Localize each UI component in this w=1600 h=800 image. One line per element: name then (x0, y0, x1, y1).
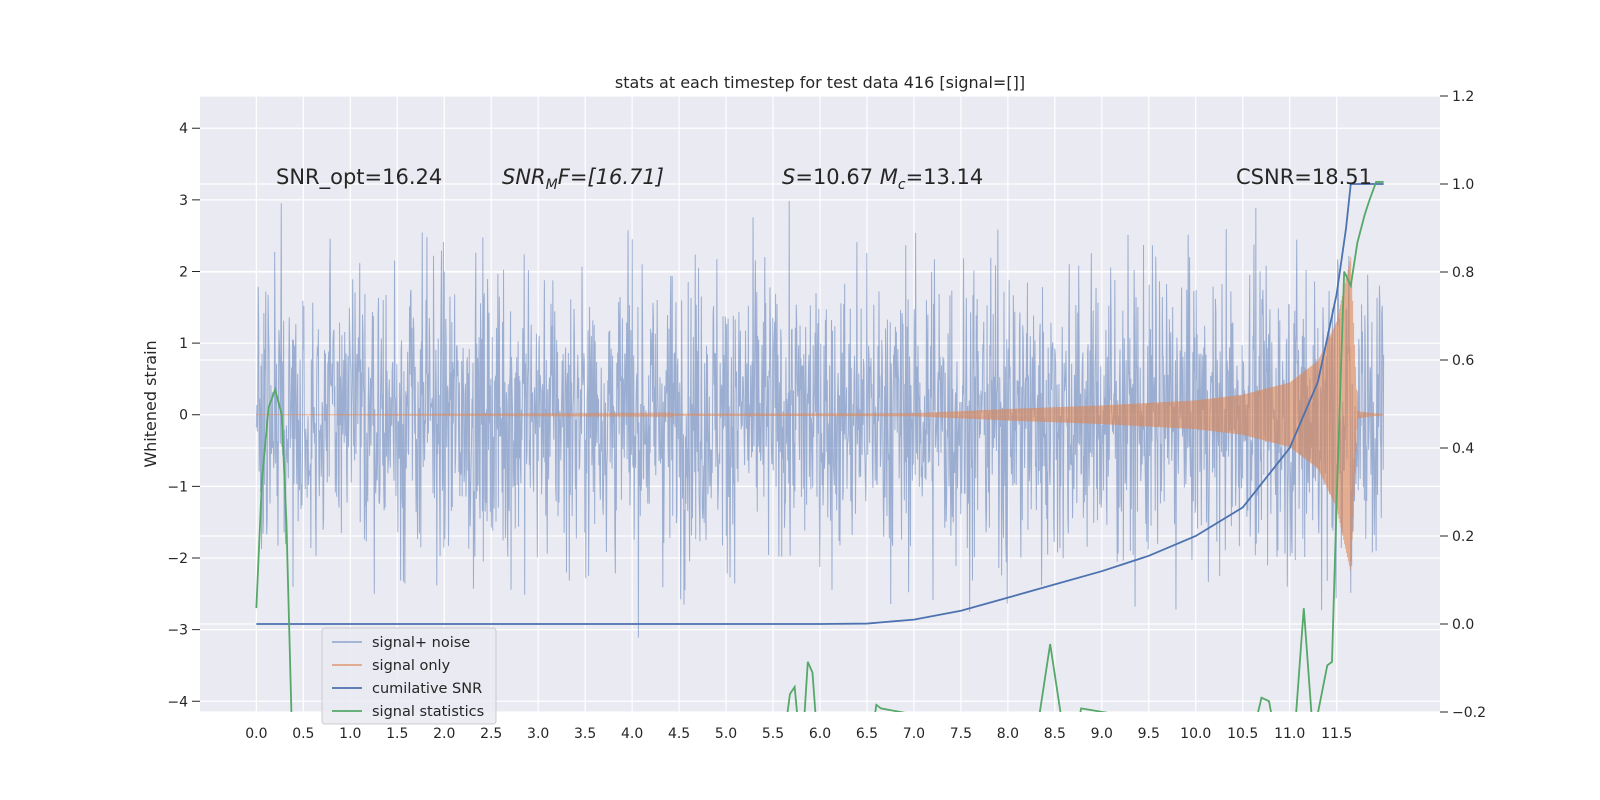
annotation-snr-mf-sub: M (546, 177, 558, 193)
x-tick-label: 11.0 (1274, 726, 1305, 742)
annotation-s-value: =10.67 (795, 165, 879, 189)
y-tick-label: 2 (179, 264, 188, 280)
x-tick-label: 10.0 (1180, 726, 1211, 742)
legend-label: signal only (372, 658, 451, 674)
y2-tick-label: 0.2 (1452, 529, 1474, 545)
x-tick-label: 7.5 (950, 726, 972, 742)
legend-frame (321, 627, 497, 725)
y-axis-left: 4 3 2 1 0 −1 −2 −3 −4 (167, 121, 200, 710)
legend: signal+ noise signal only cumilative SNR si… (321, 627, 497, 725)
series-signal-statistics (255, 181, 1384, 712)
y-axis-right: 1.2 1.0 0.8 0.6 0.4 0.2 0.0 −0.2 (1440, 89, 1486, 721)
y-tick-label: 3 (179, 193, 188, 209)
x-tick-label: 3.0 (527, 726, 549, 742)
legend-label: cumilative SNR (372, 681, 482, 697)
x-tick-label: 5.0 (715, 726, 737, 742)
annotation-s-label: S (782, 165, 795, 189)
legend-label: signal+ noise (372, 635, 470, 651)
x-axis: 0.0 0.5 1.0 1.5 2.0 2.5 3.0 3.5 4.0 4.5 5.0 5.5 6.0 6… (245, 726, 1352, 742)
chart-title: stats at each timestep for test data 416… (615, 73, 1025, 92)
annotation-s-mc: S=10.67 Mc=13.14 (782, 165, 983, 193)
x-tick-label: 11.5 (1321, 726, 1352, 742)
x-tick-label: 4.5 (668, 726, 690, 742)
legend-label: signal statistics (372, 704, 484, 720)
x-tick-label: 9.0 (1091, 726, 1113, 742)
series-signal-noise (255, 200, 1385, 638)
x-tick-label: 1.0 (339, 726, 361, 742)
y2-tick-label: 0.6 (1452, 353, 1474, 369)
annotation-snr-mf-tail: F=[16.71] (558, 165, 664, 189)
annotation-snr-mf: SNRMF=[16.71] (502, 165, 664, 193)
annotation-mc-label: M (880, 165, 898, 189)
y2-tick-label: 0.4 (1452, 441, 1474, 457)
x-tick-label: 0.5 (292, 726, 314, 742)
y-tick-label: 4 (179, 121, 188, 137)
x-tick-label: 7.0 (903, 726, 925, 742)
x-tick-label: 3.5 (574, 726, 596, 742)
y2-tick-label: 1.2 (1452, 89, 1474, 105)
y-axis-label: Whitened strain (141, 340, 160, 467)
x-tick-label: 4.0 (621, 726, 643, 742)
series-cumulative-snr (256, 183, 1384, 625)
y2-tick-label: 0.0 (1452, 617, 1474, 633)
y-tick-label: −3 (167, 623, 188, 639)
x-tick-label: 8.5 (1044, 726, 1066, 742)
x-tick-label: 2.5 (480, 726, 502, 742)
y-tick-label: −1 (167, 479, 188, 495)
annotation-mc-value: =13.14 (906, 165, 984, 189)
y-tick-label: 1 (179, 336, 188, 352)
x-tick-label: 10.5 (1227, 726, 1258, 742)
x-tick-label: 2.0 (433, 726, 455, 742)
annotation-snr-opt: SNR_opt=16.24 (276, 165, 442, 190)
y2-tick-label: 1.0 (1452, 177, 1474, 193)
annotation-mc-sub: c (898, 177, 906, 193)
x-tick-label: 9.5 (1138, 726, 1160, 742)
annotation-snr-mf-main: SNR (502, 165, 546, 189)
y-tick-label: 0 (179, 408, 188, 424)
x-tick-label: 6.5 (856, 726, 878, 742)
series-signal-only (256, 257, 1384, 571)
annotation-csnr: CSNR=18.51 (1236, 165, 1372, 189)
y2-tick-label: 0.8 (1452, 265, 1474, 281)
y2-tick-label: −0.2 (1452, 705, 1486, 721)
x-tick-label: 6.0 (809, 726, 831, 742)
y-tick-label: −4 (167, 694, 188, 710)
x-tick-label: 8.0 (997, 726, 1019, 742)
x-tick-label: 1.5 (386, 726, 408, 742)
series-layer (255, 181, 1385, 712)
x-tick-label: 5.5 (762, 726, 784, 742)
y-tick-label: −2 (167, 551, 188, 567)
x-tick-label: 0.0 (245, 726, 267, 742)
